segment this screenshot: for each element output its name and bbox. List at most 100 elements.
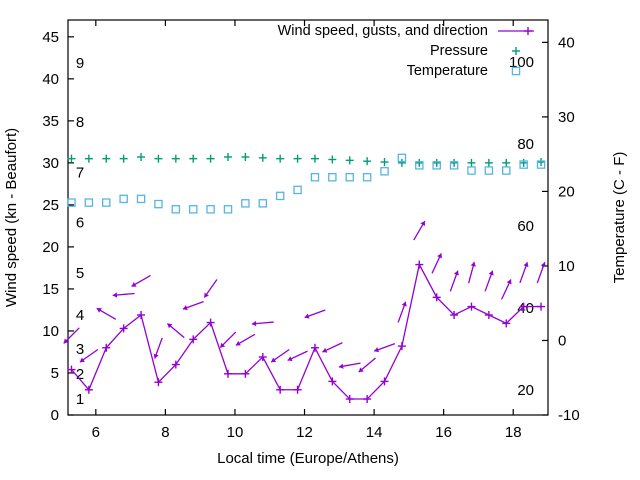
legend-marker-1 bbox=[512, 47, 520, 55]
wind-direction-arrow bbox=[96, 307, 117, 320]
beaufort-label: 5 bbox=[76, 265, 84, 282]
y2-axis-title: Temperature (C - F) bbox=[611, 152, 628, 284]
wind-direction-arrow bbox=[449, 270, 459, 292]
pressure-point bbox=[206, 154, 215, 163]
legend-marker-2 bbox=[511, 66, 521, 76]
pressure-point bbox=[484, 158, 493, 167]
legend-label-0: Wind speed, gusts, and direction bbox=[278, 23, 488, 39]
pressure-point bbox=[432, 158, 441, 167]
temperature-point bbox=[223, 205, 233, 214]
pressure-point bbox=[397, 158, 406, 167]
wind-speed-point bbox=[467, 302, 476, 311]
temperature-point bbox=[102, 198, 111, 207]
pressure-point bbox=[137, 152, 146, 161]
wind-direction-arrow bbox=[182, 300, 204, 311]
wind-direction-arrow bbox=[153, 337, 163, 359]
wind-speed-point bbox=[293, 385, 302, 394]
pressure-point bbox=[119, 154, 128, 163]
wind-speed-point bbox=[432, 293, 441, 302]
temperature-point bbox=[84, 198, 94, 207]
plot-frame bbox=[67, 19, 549, 416]
wind-direction-arrow bbox=[338, 362, 361, 369]
wind-speed-point bbox=[484, 310, 493, 319]
temperature-point bbox=[258, 199, 268, 208]
wind-speed-point bbox=[258, 353, 267, 362]
y2-tick-label: 0 bbox=[558, 332, 566, 349]
wind-speed-point bbox=[224, 369, 232, 378]
wind-direction-arrow bbox=[468, 261, 476, 284]
temperature-point bbox=[467, 166, 476, 175]
x-axis-title: Local time (Europe/Athens) bbox=[217, 450, 399, 467]
y-tick-label: 35 bbox=[42, 113, 59, 130]
wind-direction-arrow bbox=[397, 301, 407, 323]
wind-speed-point bbox=[137, 310, 146, 319]
temperature-point bbox=[136, 194, 146, 204]
wind-direction-arrow bbox=[519, 262, 529, 284]
wind-speed-point bbox=[537, 302, 546, 311]
temperature-point bbox=[206, 205, 215, 214]
wind-direction-arrow bbox=[358, 357, 376, 373]
y-tick-label: 20 bbox=[42, 239, 59, 256]
wind-direction-arrow bbox=[251, 320, 274, 327]
wind-speed-point bbox=[450, 310, 459, 319]
x-tick-label: 10 bbox=[227, 424, 244, 441]
pressure-point bbox=[84, 154, 93, 163]
wind-direction-arrow bbox=[413, 220, 426, 241]
beaufort-label: 4 bbox=[76, 307, 84, 324]
x-tick-label: 18 bbox=[505, 424, 522, 441]
wind-direction-arrow bbox=[166, 323, 185, 339]
wind-direction-arrow bbox=[203, 279, 218, 298]
y-tick-label: 10 bbox=[42, 323, 59, 340]
wind-direction-arrow bbox=[322, 342, 343, 353]
pressure-point bbox=[467, 158, 476, 167]
temperature-point bbox=[67, 198, 76, 207]
wind-speed-point bbox=[154, 378, 163, 387]
wind-speed-point bbox=[415, 260, 424, 269]
temperature-point bbox=[362, 173, 372, 182]
temperature-point bbox=[397, 153, 407, 163]
y-tick-label: 15 bbox=[42, 281, 59, 298]
wind-speed-point bbox=[276, 385, 285, 394]
beaufort-label: 6 bbox=[76, 215, 84, 232]
wind-direction-arrow bbox=[63, 327, 80, 344]
wind-speed-point bbox=[241, 369, 250, 378]
fahrenheit-label: 60 bbox=[517, 218, 534, 235]
wind-direction-arrow bbox=[131, 274, 151, 288]
wind-direction-arrow bbox=[235, 333, 256, 346]
temperature-point bbox=[154, 199, 163, 209]
y-tick-label: 5 bbox=[51, 365, 59, 382]
wind-speed-point bbox=[171, 360, 180, 369]
wind-direction-arrow bbox=[219, 331, 237, 349]
wind-speed-point bbox=[102, 343, 111, 352]
y-tick-label: 45 bbox=[42, 29, 59, 46]
fahrenheit-label: 40 bbox=[517, 300, 534, 317]
beaufort-label: 8 bbox=[76, 114, 84, 131]
pressure-point bbox=[310, 154, 319, 163]
wind-direction-arrow bbox=[536, 262, 546, 284]
temperature-point bbox=[345, 173, 354, 182]
legend-marker-0 bbox=[524, 27, 532, 35]
legend-label-1: Pressure bbox=[430, 43, 488, 59]
pressure-point bbox=[224, 152, 232, 161]
y2-tick-label: -10 bbox=[558, 407, 580, 424]
pressure-point bbox=[102, 154, 111, 163]
beaufort-label: 7 bbox=[76, 164, 84, 181]
wind-speed-point bbox=[189, 335, 198, 344]
temperature-point bbox=[380, 167, 389, 176]
temperature-point bbox=[241, 199, 250, 208]
temperature-point bbox=[293, 185, 302, 195]
wind-speed-point bbox=[206, 318, 215, 327]
pressure-point bbox=[241, 152, 250, 161]
x-tick-label: 16 bbox=[435, 424, 452, 441]
pressure-point bbox=[363, 157, 372, 166]
temperature-point bbox=[519, 160, 528, 169]
wind-direction-arrow bbox=[79, 348, 99, 363]
pressure-point bbox=[328, 155, 337, 164]
y-tick-label: 30 bbox=[42, 155, 59, 172]
pressure-point bbox=[258, 153, 267, 162]
wind-speed-point bbox=[397, 342, 406, 351]
pressure-point bbox=[171, 154, 180, 163]
pressure-point bbox=[189, 154, 198, 163]
pressure-point bbox=[415, 158, 424, 167]
wind-speed-point bbox=[502, 319, 511, 328]
